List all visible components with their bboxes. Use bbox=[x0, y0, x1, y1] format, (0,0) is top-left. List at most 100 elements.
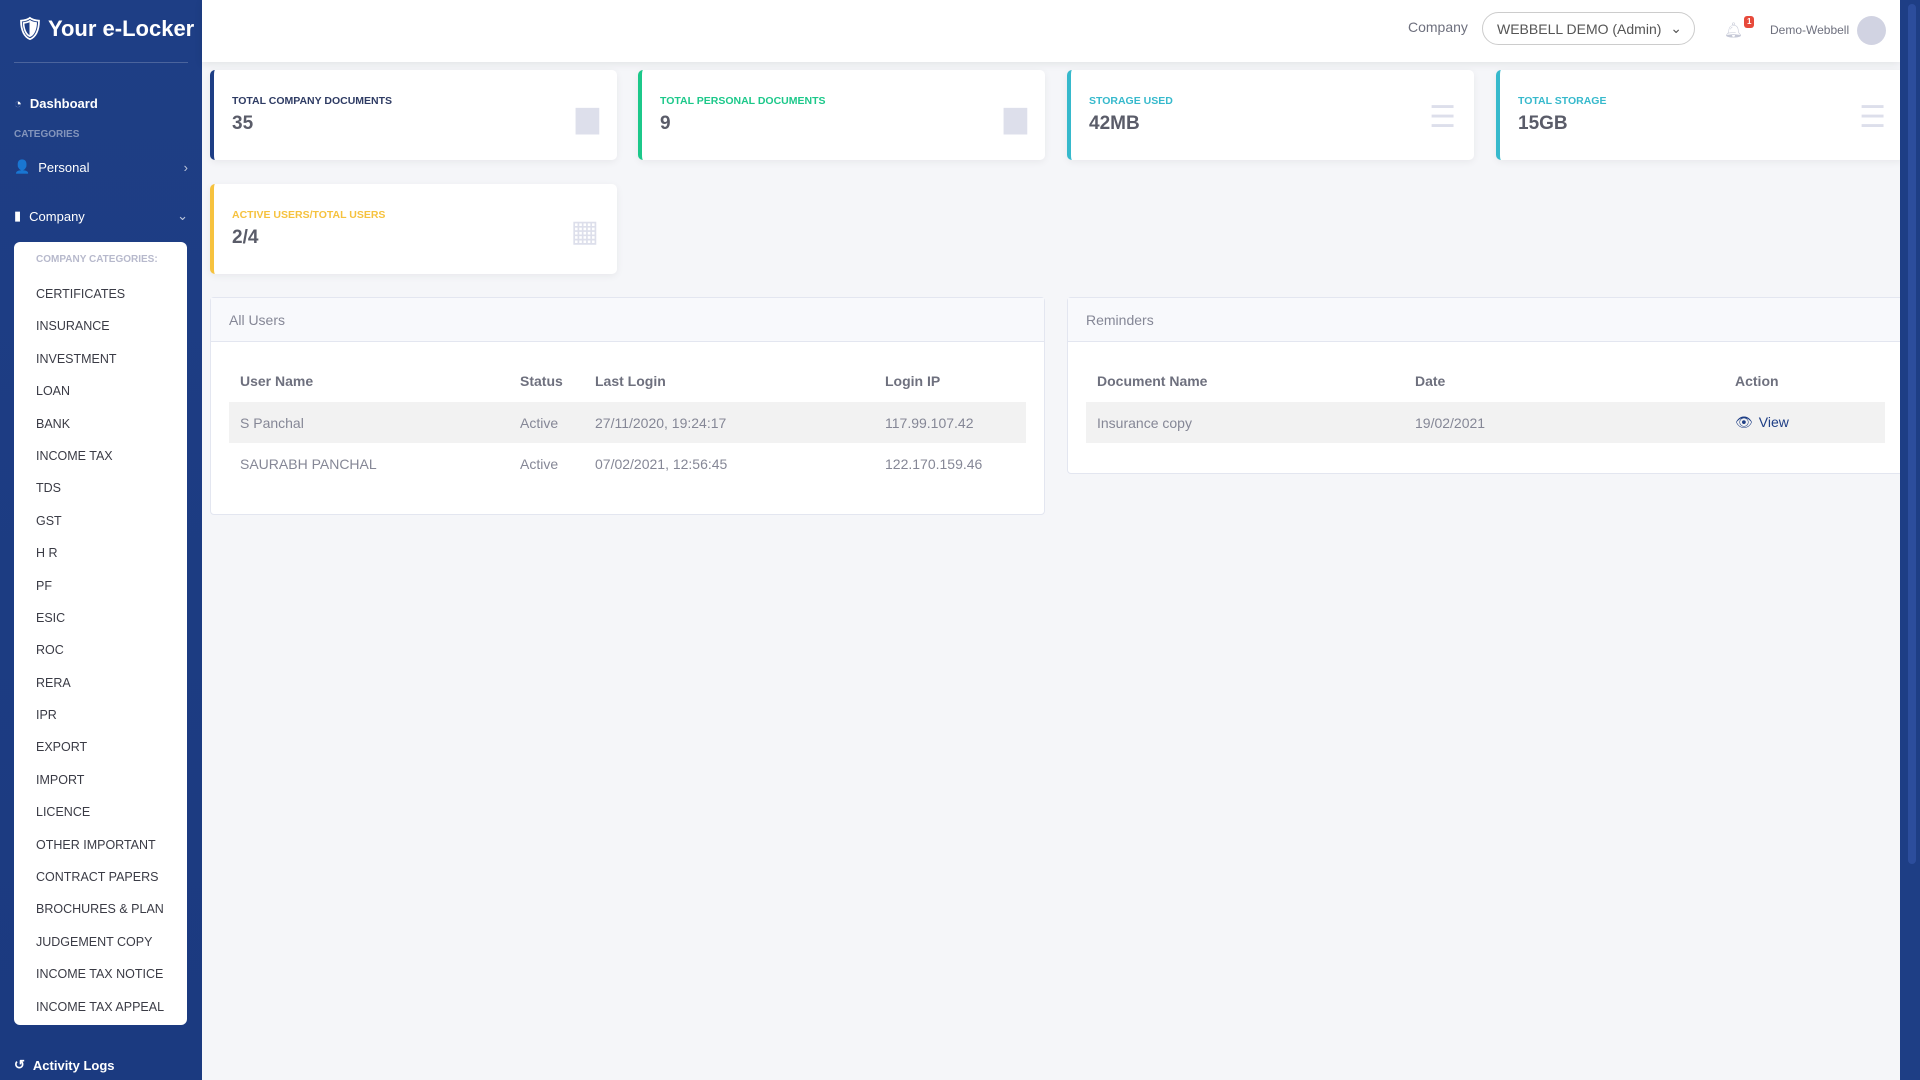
stat-value: 35 bbox=[232, 113, 254, 134]
company-category-item[interactable]: CERTIFICATES bbox=[36, 287, 126, 301]
app-title: Your e-Locker bbox=[47, 16, 195, 41]
column-header: Document Name bbox=[1097, 373, 1208, 389]
reminders-panel: Reminders Document Name Date Action Insuran… bbox=[1067, 297, 1904, 474]
table-row: SAURABH PANCHAL Active 07/02/2021, 12:56:4… bbox=[229, 443, 1026, 484]
bell-icon: 🔔︎ bbox=[1724, 22, 1744, 39]
table-cell: Insurance copy bbox=[1086, 402, 1404, 443]
reminders-table: Document Name Date Action Insurance copy 19/… bbox=[1086, 360, 1885, 443]
sidebar-item-activity-logs[interactable]: ↺ Activity Logs bbox=[14, 1057, 115, 1073]
database-icon: ☰ bbox=[1429, 101, 1456, 134]
history-icon: ↺ bbox=[14, 1057, 25, 1072]
scrollbar-thumb[interactable] bbox=[1908, 4, 1916, 864]
company-category-item[interactable]: H R bbox=[36, 546, 58, 561]
company-category-item[interactable]: BROCHURES & PLAN bbox=[36, 902, 164, 917]
chevron-right-icon: › bbox=[183, 159, 188, 175]
chevron-down-icon: ⌄ bbox=[1670, 20, 1682, 36]
label: Personal bbox=[38, 159, 90, 175]
company-category-item[interactable]: IPR bbox=[36, 708, 57, 723]
chevron-down-icon: ⌄ bbox=[177, 208, 188, 223]
label: Company bbox=[29, 208, 85, 224]
company-category-item[interactable]: GST bbox=[36, 513, 62, 528]
scrollbar[interactable] bbox=[1900, 0, 1920, 1080]
reminders-title: Reminders bbox=[1068, 298, 1903, 342]
label: Dashboard bbox=[29, 96, 98, 111]
company-category-item[interactable]: EXPORT bbox=[36, 740, 88, 755]
company-category-item[interactable]: INCOME TAX APPEAL bbox=[36, 999, 165, 1014]
stat-value: 42MB bbox=[1089, 113, 1140, 134]
shield-lock-icon: 🛡 bbox=[16, 16, 44, 41]
file-icon: ▆ bbox=[1003, 101, 1027, 134]
all-users-title: All Users bbox=[211, 298, 1044, 342]
stat-label: Active Users/Total Users bbox=[232, 209, 386, 221]
table-cell: Active bbox=[509, 402, 584, 443]
table-cell: 07/02/2021, 12:56:45 bbox=[595, 455, 728, 472]
company-category-item[interactable]: ESIC bbox=[36, 610, 66, 625]
column-header: Action bbox=[1735, 373, 1779, 389]
file-icon: ▆ bbox=[575, 101, 599, 134]
column-header: Date bbox=[1415, 373, 1446, 389]
sidebar-item-personal[interactable]: 👤 Personal › bbox=[14, 159, 188, 175]
table-cell: 19/02/2021 bbox=[1404, 402, 1724, 443]
company-category-item[interactable]: RERA bbox=[36, 675, 71, 690]
column-header: Login IP bbox=[885, 373, 941, 389]
label: Activity Logs bbox=[32, 1057, 115, 1073]
company-category-item[interactable]: IMPORT bbox=[36, 772, 85, 787]
stat-card: Storage Used 42MB ☰ bbox=[1067, 70, 1474, 160]
notification-badge: 1 bbox=[1744, 16, 1755, 28]
company-category-item[interactable]: PF bbox=[36, 578, 52, 593]
company-category-item[interactable]: INVESTMENT bbox=[36, 351, 117, 366]
table-cell: 27/11/2020, 19:24:17 bbox=[584, 402, 874, 443]
view-label: View bbox=[1758, 414, 1789, 430]
stat-card: Total Company Documents 35 ▆ bbox=[210, 70, 617, 160]
table-cell: 117.99.107.42 bbox=[874, 402, 1026, 443]
stat-card: Total Storage 15GB ☰ bbox=[1496, 70, 1904, 160]
users-table: User Name Status Last Login Login IP S Panch… bbox=[229, 360, 1026, 484]
company-category-item[interactable]: CONTRACT PAPERS bbox=[36, 870, 159, 885]
company-category-item[interactable]: INCOME TAX NOTICE bbox=[36, 967, 164, 982]
company-category-item[interactable]: LOAN bbox=[36, 384, 71, 399]
user-icon: 👤 bbox=[14, 159, 31, 174]
column-header: Status bbox=[520, 373, 563, 389]
table-cell: S Panchal bbox=[229, 402, 509, 443]
categories-heading: CATEGORIES bbox=[14, 129, 80, 140]
logo[interactable]: 🛡 Your e-Locker bbox=[16, 16, 194, 42]
company-category-item[interactable]: ROC bbox=[36, 643, 64, 658]
sidebar-divider bbox=[14, 62, 188, 63]
stat-value: 15GB bbox=[1518, 113, 1568, 134]
company-category-item[interactable]: LICENCE bbox=[36, 805, 91, 820]
tachometer-icon: ◔ bbox=[14, 96, 22, 111]
company-label: Company bbox=[1408, 19, 1468, 35]
stat-value: 2/4 bbox=[232, 227, 259, 248]
calendar-icon: ▦ bbox=[570, 215, 599, 248]
column-header: User Name bbox=[240, 373, 314, 389]
company-category-item[interactable]: TDS bbox=[36, 481, 61, 496]
table-row: S Panchal Active 27/11/2020, 19:24:17 117.9… bbox=[229, 402, 1026, 443]
all-users-panel: All Users User Name Status Last Login Login… bbox=[210, 297, 1045, 515]
avatar[interactable] bbox=[1857, 16, 1886, 45]
stat-label: Total Personal Documents bbox=[660, 95, 826, 107]
building-icon: ▮ bbox=[14, 208, 22, 223]
table-cell: SAURABH PANCHAL bbox=[240, 455, 377, 472]
stat-card: Total Personal Documents 9 ▆ bbox=[638, 70, 1045, 160]
table-cell: Active bbox=[520, 455, 559, 472]
table-cell: 👁 View bbox=[1724, 402, 1885, 443]
company-categories-panel: COMPANY CATEGORIES: CERTIFICATES INSURANC… bbox=[14, 242, 187, 1025]
company-category-item[interactable]: INSURANCE bbox=[36, 319, 110, 334]
company-category-item[interactable]: INCOME TAX bbox=[36, 448, 113, 463]
sidebar: 🛡 Your e-Locker ◔ Dashboard CATEGORIES 👤 P… bbox=[0, 0, 202, 1080]
company-category-item[interactable]: OTHER IMPORTANT bbox=[36, 837, 156, 852]
sidebar-item-dashboard[interactable]: ◔ Dashboard bbox=[14, 96, 98, 111]
username[interactable]: Demo-Webbell bbox=[1770, 23, 1850, 37]
view-link[interactable]: 👁 View bbox=[1735, 414, 1789, 430]
company-select-value: WEBBELL DEMO (Admin) bbox=[1497, 21, 1662, 37]
column-header: Last Login bbox=[595, 373, 666, 389]
table-row: Insurance copy 19/02/2021 👁 View bbox=[1086, 402, 1885, 443]
company-category-item[interactable]: JUDGEMENT COPY bbox=[36, 934, 153, 949]
stat-label: Total Company Documents bbox=[232, 95, 393, 107]
bell-button[interactable]: 🔔︎ 1 bbox=[1724, 16, 1758, 42]
company-select[interactable]: WEBBELL DEMO (Admin) ⌄ bbox=[1482, 12, 1695, 45]
stat-value: 9 bbox=[660, 113, 671, 134]
eye-icon: 👁 bbox=[1735, 414, 1753, 430]
sidebar-item-company[interactable]: ▮ Company ⌄ bbox=[14, 208, 188, 224]
company-category-item[interactable]: BANK bbox=[36, 416, 71, 431]
